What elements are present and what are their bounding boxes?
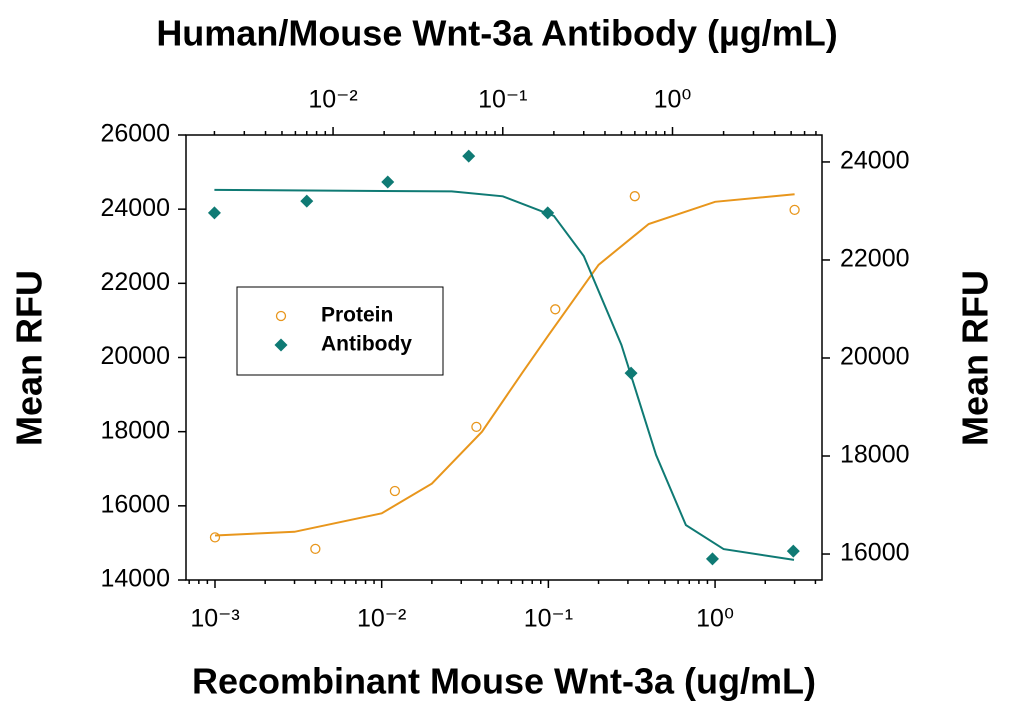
- data-point: [471, 421, 482, 432]
- x-axis-title: Recombinant Mouse Wnt-3a (ug/mL): [192, 661, 816, 702]
- y2-tick-label: 20000: [840, 343, 910, 371]
- y-tick-label: 26000: [100, 120, 170, 148]
- data-point: [389, 485, 401, 497]
- x-tick-label: 10⁻¹: [524, 605, 573, 633]
- legend-box: [236, 286, 444, 376]
- legend-marker: [275, 310, 287, 322]
- y2-tick-label: 16000: [840, 539, 910, 567]
- data-point: [462, 149, 476, 163]
- fit-curve: [214, 193, 795, 537]
- y-tick-label: 20000: [100, 342, 170, 370]
- fit-curve: [214, 188, 795, 561]
- chart-title: Human/Mouse Wnt-3a Antibody (µg/mL): [156, 13, 837, 54]
- legend-label: Antibody: [321, 333, 412, 356]
- y-tick-label: 24000: [100, 194, 170, 222]
- data-point: [300, 194, 314, 208]
- x2-tick-label: 10⁻²: [308, 86, 357, 114]
- data-point: [624, 366, 638, 380]
- data-point: [381, 175, 395, 189]
- y2-tick-label: 18000: [840, 441, 910, 469]
- legend-marker: [274, 338, 288, 352]
- data-point: [550, 304, 561, 315]
- y-axis-title: Mean RFU: [9, 270, 50, 446]
- x2-tick-label: 10⁰: [654, 86, 692, 114]
- data-point: [786, 544, 800, 558]
- x2-tick-label: 10⁻¹: [478, 86, 527, 114]
- x-tick-label: 10⁰: [696, 605, 734, 633]
- y-tick-label: 18000: [100, 416, 170, 444]
- data-point: [207, 206, 221, 220]
- data-point: [310, 543, 321, 554]
- y2-axis-title: Mean RFU: [955, 270, 996, 446]
- data-point: [541, 206, 555, 220]
- y-tick-label: 14000: [100, 565, 170, 593]
- x-tick-label: 10⁻³: [190, 605, 239, 633]
- y2-tick-label: 24000: [840, 147, 910, 175]
- y2-tick-label: 22000: [840, 245, 910, 273]
- legend-label: Protein: [321, 304, 393, 327]
- x-tick-label: 10⁻²: [357, 605, 406, 633]
- y-tick-label: 22000: [100, 268, 170, 296]
- y-tick-label: 16000: [100, 490, 170, 518]
- data-point: [789, 204, 800, 216]
- data-point: [629, 191, 640, 202]
- data-point: [209, 532, 221, 543]
- data-point: [705, 552, 719, 566]
